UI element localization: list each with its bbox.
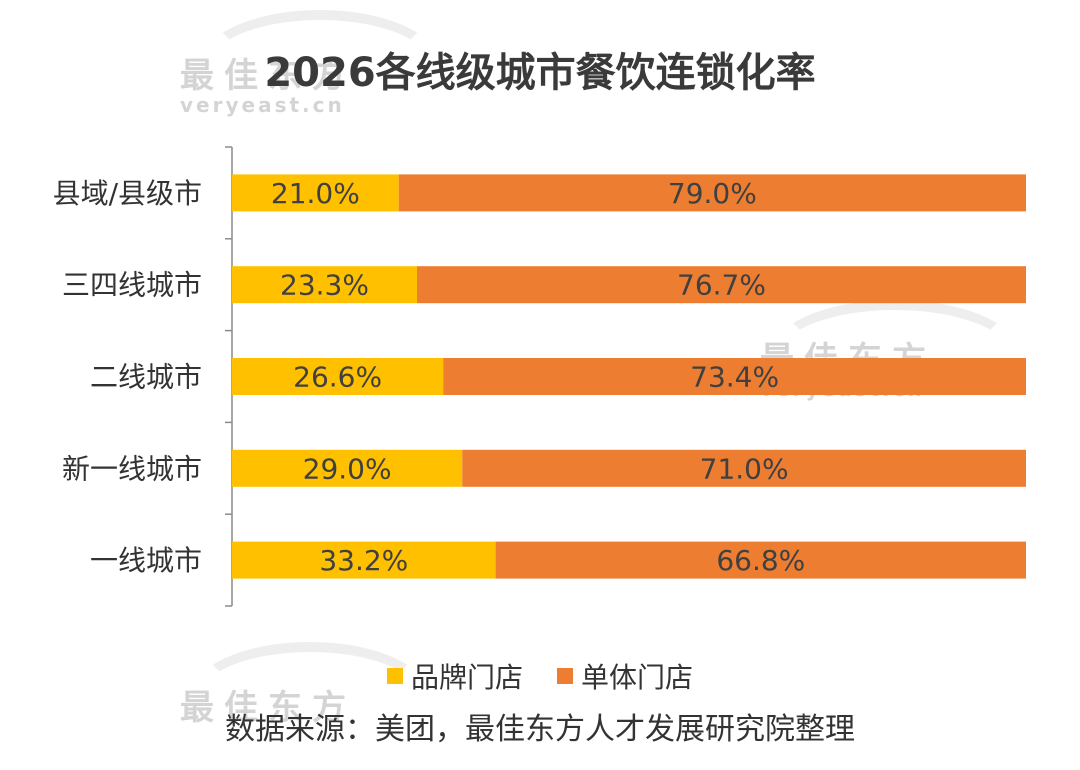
legend: 品牌门店 单体门店 [0,656,1080,696]
category-label: 三四线城市 [62,269,202,302]
legend-label-single: 单体门店 [581,661,694,694]
category-label: 新一线城市 [62,452,202,485]
bar-single-store [417,266,1026,304]
category-label: 一线城市 [90,544,202,577]
bar-brand-store [232,541,496,579]
legend-swatch-brand [386,668,403,684]
legend-item-single: 单体门店 [557,656,693,696]
legend-label-brand: 品牌门店 [410,661,523,694]
legend-swatch-single [557,668,573,684]
category-label: 县域/县级市 [53,177,202,210]
data-label: 71.0% [700,452,789,485]
watermark-bottom-left: 最佳东方 [180,680,356,729]
bar-brand-store [232,449,463,487]
bar-single-store [462,449,1026,487]
bar-single-store [443,358,1027,395]
category-label: 二线城市 [90,361,202,394]
watermark-arc [200,10,440,120]
chart-title: 2026各线级城市餐饮连锁化率 [264,50,816,96]
watermark-top-left: 最佳东方 veryeast.cn [180,48,356,117]
data-label: 33.2% [319,544,408,577]
bar-brand-store [232,266,418,304]
watermark-url: veryeast.cn [180,93,345,117]
bar-brand-store [232,174,399,212]
data-label: 79.0% [668,177,757,210]
watermark-text: 最佳东方 [180,56,356,96]
bar-brand-store [232,358,444,395]
data-label: 76.7% [677,269,766,302]
legend-item-brand: 品牌门店 [386,656,523,696]
data-label: 26.6% [293,361,382,394]
watermark-text: 最佳东方 [180,688,356,728]
watermark-arc [770,300,1020,410]
data-label: 66.8% [716,544,805,577]
bar-single-store [495,541,1026,579]
data-label: 73.4% [690,361,779,394]
data-label: 23.3% [280,269,369,302]
source-note: 数据来源：美团，最佳东方人才发展研究院整理 [225,712,855,747]
data-label: 29.0% [303,452,392,485]
data-label: 21.0% [271,177,360,210]
bar-single-store [398,174,1026,212]
watermark-arc [190,642,430,752]
